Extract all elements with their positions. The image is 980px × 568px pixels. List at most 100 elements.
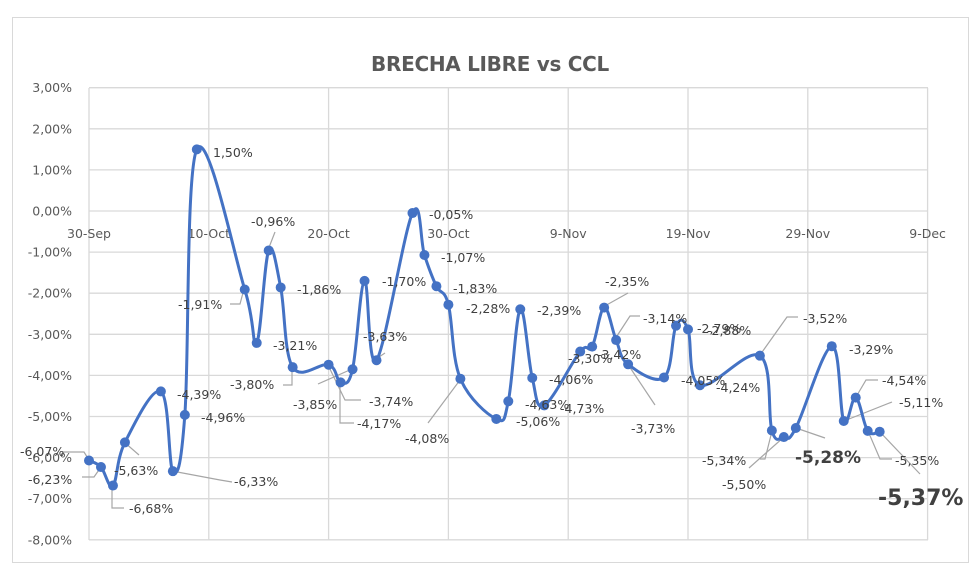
data-label: -2,39% xyxy=(537,303,581,318)
data-point-marker xyxy=(503,396,514,407)
data-label: -5,35% xyxy=(895,453,939,468)
data-label: -2,88% xyxy=(707,323,751,338)
data-label: -5,28% xyxy=(795,448,861,468)
data-label-leader-lines xyxy=(62,231,921,509)
y-tick-label: 0,00% xyxy=(32,204,72,219)
y-tick-label: -5,00% xyxy=(28,409,72,424)
data-point-marker xyxy=(599,302,610,313)
data-label: -5,06% xyxy=(516,414,560,429)
data-point-marker xyxy=(683,324,693,335)
data-label: -3,52% xyxy=(803,311,847,326)
data-point-marker xyxy=(694,380,705,391)
data-point-marker xyxy=(766,425,777,436)
data-point-marker xyxy=(671,320,682,331)
data-label: -6,68% xyxy=(129,501,173,516)
data-point-marker xyxy=(263,245,274,256)
data-point-marker xyxy=(587,341,598,352)
data-label: -4,73% xyxy=(560,401,604,416)
data-point-marker xyxy=(754,350,765,361)
data-label: -2,79% xyxy=(697,321,741,336)
data-label: -4,96% xyxy=(201,410,245,425)
data-label: -5,11% xyxy=(899,395,943,410)
data-label: -2,35% xyxy=(605,274,649,289)
data-point-marker xyxy=(119,437,130,448)
data-label: -3,63% xyxy=(363,329,407,344)
y-tick-label: -8,00% xyxy=(28,532,72,547)
data-label: -3,14% xyxy=(643,311,687,326)
data-point-marker xyxy=(826,341,837,352)
chart-title: BRECHA LIBRE vs CCL xyxy=(371,52,609,76)
chart-gridlines xyxy=(88,87,929,541)
data-point-marker xyxy=(107,480,118,491)
y-tick-label: 1,00% xyxy=(32,162,72,177)
data-point-marker xyxy=(862,425,873,436)
data-label: -5,50% xyxy=(722,477,766,492)
x-tick-label: 30-Sep xyxy=(67,226,111,241)
x-tick-label: 9-Dec xyxy=(909,226,946,241)
data-point-marker xyxy=(790,423,801,434)
data-label: -2,28% xyxy=(466,301,510,316)
x-tick-label: 29-Nov xyxy=(785,226,830,241)
data-point-marker xyxy=(84,455,94,466)
data-point-marker xyxy=(335,377,346,388)
data-point-marker xyxy=(95,462,106,473)
y-tick-label: 3,00% xyxy=(32,80,72,95)
data-label: -1,91% xyxy=(178,297,222,312)
data-label: -3,42% xyxy=(597,347,641,362)
data-label: -4,63% xyxy=(525,397,569,412)
data-label: -3,30% xyxy=(568,351,612,366)
y-tick-label: -6,00% xyxy=(28,450,72,465)
y-axis-tick-labels: 3,00% 2,00% 1,00% 0,00% -1,00% -2,00% -3,00% -4… xyxy=(28,80,72,547)
data-point-marker xyxy=(778,432,789,443)
data-label: -3,85% xyxy=(293,397,337,412)
data-point-marker xyxy=(838,416,849,427)
data-label: -4,06% xyxy=(549,372,593,387)
data-point-marker xyxy=(539,400,550,411)
data-label: -1,86% xyxy=(297,282,341,297)
data-label: -3,80% xyxy=(230,377,274,392)
y-tick-label: 2,00% xyxy=(32,121,72,136)
x-tick-label: 9-Nov xyxy=(550,226,587,241)
data-label: -4,24% xyxy=(716,380,760,395)
data-label: -3,21% xyxy=(273,338,317,353)
data-label: -4,08% xyxy=(405,431,449,446)
x-tick-label: 20-Oct xyxy=(307,226,349,241)
data-label: -1,70% xyxy=(382,274,426,289)
y-tick-label: -1,00% xyxy=(28,245,72,260)
data-point-marker xyxy=(455,373,466,384)
data-point-marker xyxy=(359,275,370,286)
data-label: -3,74% xyxy=(369,394,413,409)
y-tick-label: -2,00% xyxy=(28,286,72,301)
data-point-marker xyxy=(443,299,454,310)
data-point-marker xyxy=(659,372,670,383)
x-tick-label: 19-Nov xyxy=(666,226,711,241)
data-point-marker xyxy=(239,284,250,295)
data-point-marker xyxy=(623,359,634,370)
data-label: -0,96% xyxy=(251,214,295,229)
data-label: -5,34% xyxy=(702,453,746,468)
data-point-marker xyxy=(275,282,286,293)
data-label: -5,63% xyxy=(114,463,158,478)
data-point-marker xyxy=(874,426,885,437)
data-label: -6,23% xyxy=(28,472,72,487)
data-point-marker xyxy=(323,359,334,370)
data-point-marker xyxy=(575,346,586,357)
data-label: -3,29% xyxy=(849,342,893,357)
data-point-marker xyxy=(191,144,202,155)
x-axis-tick-labels: 30-Sep 10-Oct 20-Oct 30-Oct 9-Nov 19-Nov 29-No… xyxy=(67,226,946,241)
data-label: -1,07% xyxy=(441,250,485,265)
x-tick-label: 10-Oct xyxy=(188,226,230,241)
series-line xyxy=(88,145,880,488)
data-point-marker xyxy=(491,413,502,424)
data-label: -6,33% xyxy=(234,474,278,489)
data-point-marker xyxy=(251,337,262,348)
data-label: -4,05% xyxy=(681,373,725,388)
data-point-marker xyxy=(347,364,358,375)
y-tick-label: -3,00% xyxy=(28,327,72,342)
data-labels: -6,07% -6,23% -6,68% -5,63% -4,39% -6,33% -4,9… xyxy=(20,145,963,516)
data-label: -0,05% xyxy=(429,207,473,222)
data-point-marker xyxy=(419,249,430,260)
data-point-marker xyxy=(515,304,526,315)
data-point-marker xyxy=(155,386,166,397)
